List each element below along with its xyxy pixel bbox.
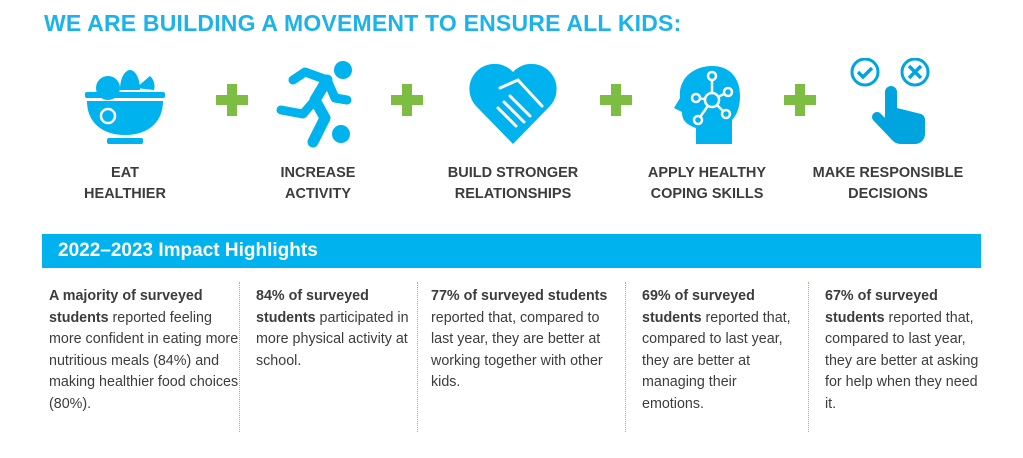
column-divider bbox=[625, 282, 626, 432]
highlight-item: 77% of surveyed students reported that, … bbox=[431, 288, 608, 391]
goal-label-eat-healthier: EAT HEALTHIER bbox=[84, 165, 166, 202]
goal-label-build-relationships: BUILD STRONGER RELATIONSHIPS bbox=[447, 165, 579, 202]
plus-icon bbox=[600, 84, 632, 116]
goal-label-responsible-decisions: MAKE RESPONSIBLE DECISIONS bbox=[812, 165, 964, 202]
page-title: WE ARE BUILDING A MOVEMENT TO ENSURE ALL… bbox=[44, 10, 682, 36]
column-divider bbox=[808, 282, 809, 432]
highlight-item: A majority of surveyed students reported… bbox=[49, 288, 239, 412]
plus-icon bbox=[216, 84, 248, 116]
plus-icon bbox=[391, 84, 423, 116]
goal-label-coping-skills: APPLY HEALTHY COPING SKILLS bbox=[647, 165, 767, 202]
highlight-item: 67% of surveyed students reported that, … bbox=[825, 288, 979, 412]
hand-choice-icon bbox=[850, 58, 930, 145]
fruit-bowl-icon bbox=[85, 70, 165, 144]
highlights-title: 2022–2023 Impact Highlights bbox=[58, 240, 318, 261]
column-divider bbox=[417, 282, 418, 432]
column-divider bbox=[239, 282, 240, 432]
highlights-banner: 2022–2023 Impact Highlights bbox=[42, 234, 981, 268]
soccer-player-icon bbox=[276, 61, 352, 148]
goal-label-increase-activity: INCREASE ACTIVITY bbox=[280, 165, 356, 202]
plus-icon bbox=[784, 84, 816, 116]
head-network-icon bbox=[674, 66, 740, 144]
highlight-item: 84% of surveyed students participated in… bbox=[256, 288, 409, 369]
highlight-item: 69% of surveyed students reported that, … bbox=[642, 288, 791, 412]
handshake-heart-icon bbox=[469, 63, 557, 144]
